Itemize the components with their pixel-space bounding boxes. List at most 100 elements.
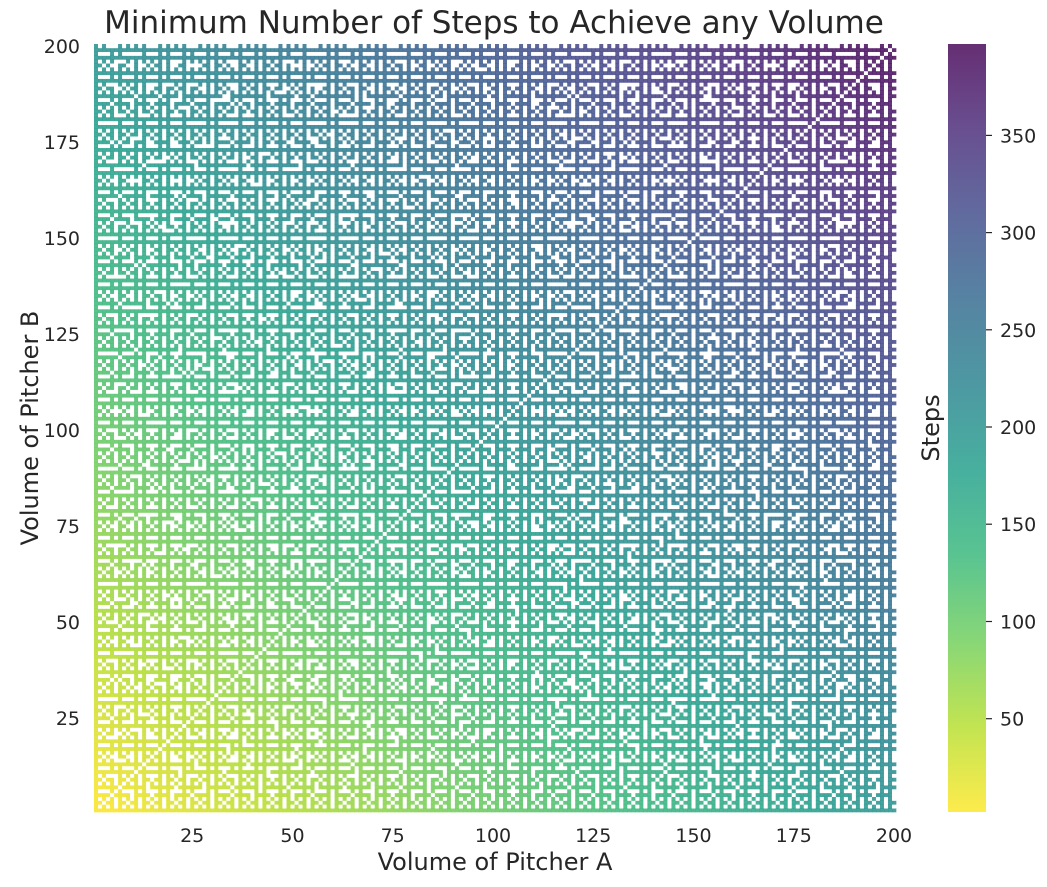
heatmap-cell [162, 489, 166, 493]
heatmap-cell [134, 743, 138, 747]
heatmap-cell [94, 259, 98, 263]
heatmap-cell [126, 432, 130, 436]
heatmap-cell [118, 486, 122, 490]
heatmap-cell [110, 198, 114, 202]
heatmap-cell [142, 363, 146, 367]
heatmap-cell [162, 374, 166, 378]
heatmap-cell [110, 662, 114, 666]
heatmap-cell [102, 301, 106, 305]
heatmap-cell [154, 543, 158, 547]
heatmap-cell [162, 582, 166, 586]
heatmap-cell [150, 689, 154, 693]
heatmap-cell [150, 512, 154, 516]
heatmap-cell [166, 109, 170, 113]
heatmap-cell [158, 90, 162, 94]
heatmap-cell [114, 182, 118, 186]
heatmap-cell [142, 182, 146, 186]
heatmap-cell [126, 674, 130, 678]
heatmap-cell [122, 751, 126, 755]
heatmap-cell [122, 708, 126, 712]
heatmap-cell [154, 555, 158, 559]
heatmap-cell [134, 413, 138, 417]
heatmap-cell [142, 601, 146, 605]
heatmap-cell [166, 728, 170, 732]
heatmap-cell [166, 52, 170, 56]
heatmap-cell [98, 286, 102, 290]
heatmap-cell [122, 105, 126, 109]
heatmap-cell [150, 109, 154, 113]
heatmap-cell [126, 94, 130, 98]
heatmap-cell [114, 255, 118, 259]
heatmap-cell [134, 716, 138, 720]
heatmap-cell [122, 493, 126, 497]
heatmap-cell [162, 359, 166, 363]
heatmap-cell [114, 102, 118, 106]
heatmap-cell [154, 324, 158, 328]
heatmap-cell [162, 274, 166, 278]
heatmap-cell [126, 655, 130, 659]
heatmap-cell [170, 562, 174, 566]
heatmap-cell [142, 355, 146, 359]
heatmap-cell [166, 497, 170, 501]
heatmap-cell [154, 766, 158, 770]
heatmap-cell [118, 543, 122, 547]
heatmap-cell [114, 98, 118, 102]
heatmap-cell [134, 113, 138, 117]
heatmap-cell [94, 532, 98, 536]
heatmap-cell [166, 59, 170, 63]
heatmap-cell [118, 351, 122, 355]
heatmap-cell [126, 712, 130, 716]
heatmap-cell [162, 666, 166, 670]
heatmap-cell [170, 332, 174, 336]
heatmap-cell [166, 152, 170, 156]
heatmap-cell [134, 347, 138, 351]
heatmap-cell [126, 213, 130, 217]
heatmap-cell [114, 701, 118, 705]
heatmap-cell [166, 524, 170, 528]
heatmap-cell [126, 301, 130, 305]
heatmap-cell [138, 79, 142, 83]
heatmap-cell [154, 670, 158, 674]
heatmap-cell [170, 489, 174, 493]
heatmap-cell [170, 447, 174, 451]
heatmap-cell [110, 704, 114, 708]
heatmap-cell [110, 209, 114, 213]
heatmap-cell [170, 463, 174, 467]
heatmap-cell [142, 466, 146, 470]
heatmap-cell [170, 248, 174, 252]
heatmap-cell [130, 693, 134, 697]
heatmap-cell [106, 804, 110, 808]
heatmap-cell [150, 781, 154, 785]
heatmap-cell [154, 455, 158, 459]
heatmap-cell [142, 620, 146, 624]
heatmap-cell [142, 201, 146, 205]
heatmap-cell [138, 201, 142, 205]
heatmap-cell [94, 486, 98, 490]
heatmap-cell [162, 739, 166, 743]
heatmap-cell [110, 574, 114, 578]
heatmap-cell [162, 681, 166, 685]
heatmap-cell [142, 416, 146, 420]
heatmap-cell [126, 589, 130, 593]
heatmap-cell [166, 336, 170, 340]
heatmap-cell [134, 501, 138, 505]
heatmap-cell [138, 305, 142, 309]
heatmap-cell [158, 175, 162, 179]
heatmap-cell [102, 259, 106, 263]
heatmap-cell [150, 224, 154, 228]
heatmap-cell [106, 86, 110, 90]
heatmap-cell [170, 56, 174, 60]
heatmap-cell [138, 413, 142, 417]
heatmap-cell [170, 574, 174, 578]
heatmap-cell [114, 486, 118, 490]
heatmap-cell [170, 747, 174, 751]
heatmap-cell [98, 213, 102, 217]
heatmap-cell [126, 578, 130, 582]
heatmap-cell [98, 347, 102, 351]
heatmap-cell [146, 148, 150, 152]
heatmap-cell [110, 777, 114, 781]
heatmap-cell [118, 109, 122, 113]
heatmap-cell [134, 405, 138, 409]
heatmap-cell [130, 612, 134, 616]
